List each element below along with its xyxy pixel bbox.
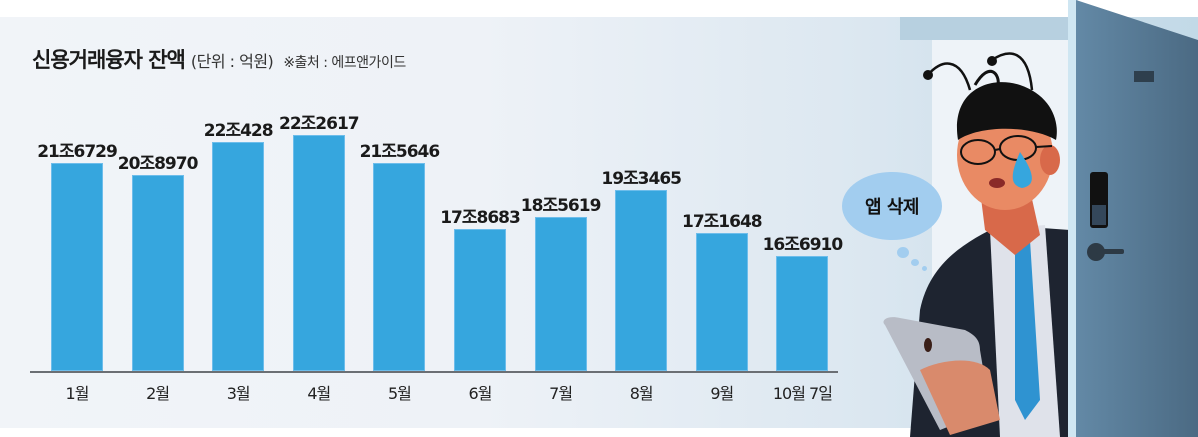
chart-source: ※출처 : 에프앤가이드 <box>283 55 406 71</box>
chart-title-row: 신용거래융자 잔액 (단위 : 억원) ※출처 : 에프앤가이드 <box>32 44 406 74</box>
bar-value-label: 18조5619 <box>520 196 602 216</box>
bar-value-label: 20조8970 <box>117 154 199 174</box>
bar <box>131 175 184 371</box>
x-axis-tick-label: 1월 <box>65 384 90 403</box>
bar-value-label: 17조8683 <box>440 208 521 228</box>
x-axis-baseline <box>30 371 838 373</box>
open-door <box>1068 0 1198 437</box>
bar <box>615 190 668 371</box>
bar <box>212 142 265 371</box>
bar-value-label: 17조1648 <box>681 212 763 232</box>
bar-chart: 21조6729 1월 20조8970 2월 22조428 3월 22조2617 4월 21조56… <box>30 114 844 403</box>
x-axis-tick-label: 9월 <box>710 384 734 403</box>
bar-value-label: 19조3465 <box>601 169 682 189</box>
x-axis-tick-label: 4월 <box>307 384 331 403</box>
thought-dot-small <box>922 266 927 271</box>
bar <box>373 163 426 371</box>
bar <box>51 163 103 371</box>
x-axis-tick-label: 3월 <box>226 384 251 403</box>
x-axis-tick-label: 2월 <box>146 384 170 403</box>
speech-bubble: 앱 삭제 <box>842 172 942 240</box>
bar <box>454 229 506 371</box>
speech-bubble-text: 앱 삭제 <box>865 197 919 218</box>
bar-value-label: 21조6729 <box>37 142 118 162</box>
bar <box>776 256 829 371</box>
thought-dot-large <box>897 247 909 258</box>
bar <box>534 217 587 371</box>
bar <box>292 135 345 371</box>
x-axis-tick-label: 7월 <box>549 384 573 403</box>
x-axis-tick-label: 10월 7일 <box>772 384 833 403</box>
bar-value-label: 16조6910 <box>762 235 844 255</box>
chart-unit: (단위 : 억원) <box>190 52 274 71</box>
bar-value-label: 21조5646 <box>359 142 441 162</box>
x-axis-tick-label: 6월 <box>468 384 493 403</box>
chart-title: 신용거래융자 잔액 <box>32 48 186 72</box>
x-axis-tick-label: 5월 <box>387 384 412 403</box>
x-axis-tick-label: 8월 <box>629 384 654 403</box>
bar <box>695 233 748 371</box>
bar-value-label: 22조2617 <box>278 114 360 134</box>
bar-value-label: 22조428 <box>203 121 274 141</box>
thought-dot-medium <box>911 259 919 266</box>
door-frame-top <box>900 17 1072 40</box>
crying-man-illustration <box>883 52 1070 437</box>
